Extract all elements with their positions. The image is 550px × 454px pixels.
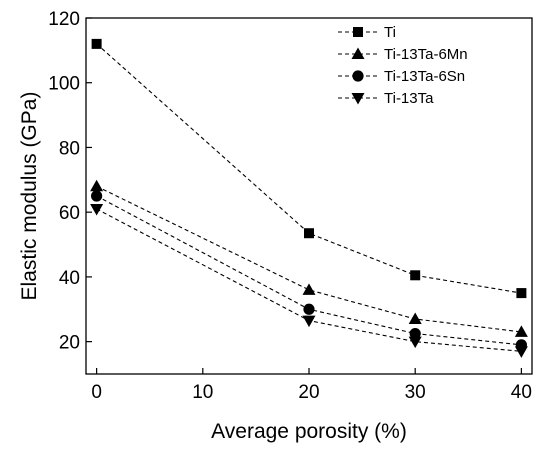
data-point-ti-13ta-6mn — [302, 283, 316, 295]
data-point-ti-13ta — [514, 346, 528, 358]
data-point-ti — [91, 38, 102, 49]
legend-item-ti-13ta-6sn: Ti-13Ta-6Sn — [338, 68, 465, 85]
legend-marker-ti — [353, 27, 363, 37]
data-point-ti — [304, 228, 314, 239]
series-line-ti — [96, 43, 522, 294]
legend-item-ti: Ti — [338, 24, 396, 41]
series-line-ti-13ta — [96, 208, 522, 352]
data-point-ti-13ta-6sn — [91, 190, 103, 202]
series-layer — [90, 38, 528, 358]
series-line-ti-13ta-6sn — [96, 195, 522, 346]
y-tick-label: 60 — [59, 203, 80, 224]
legend-label: Ti-13Ta-6Mn — [384, 46, 468, 63]
x-tick-label: 10 — [192, 382, 213, 403]
y-tick-label: 20 — [59, 333, 80, 354]
y-axis-title: Elastic modulus (GPa) — [18, 92, 41, 301]
data-point-ti-13ta — [302, 315, 316, 328]
series-line-ti-13ta-6mn — [96, 185, 522, 333]
x-tick-label: 0 — [91, 382, 102, 403]
x-tick-label: 40 — [511, 382, 532, 403]
series-ti-13ta-6mn — [90, 179, 528, 337]
y-tick-label: 120 — [48, 9, 80, 30]
legend-marker-ti-13ta-6mn — [351, 47, 365, 59]
legend-item-ti-13ta-6mn: Ti-13Ta-6Mn — [338, 46, 468, 63]
y-tick-label: 100 — [48, 74, 80, 95]
y-tick-label: 80 — [59, 138, 80, 159]
y-tick-label: 40 — [59, 268, 80, 289]
legend-marker-ti-13ta — [351, 93, 365, 105]
data-point-ti-13ta-6mn — [408, 312, 422, 324]
data-point-ti-13ta — [90, 203, 104, 216]
legend-label: Ti-13Ta — [384, 90, 434, 107]
series-ti-13ta-6sn — [91, 190, 527, 351]
x-tick-label: 20 — [298, 382, 319, 403]
legend-label: Ti-13Ta-6Sn — [384, 68, 465, 85]
data-point-ti — [516, 288, 527, 299]
data-point-ti-13ta-6sn — [303, 303, 315, 315]
legend: Ti Ti-13Ta-6Mn Ti-13Ta-6Sn Ti-13Ta — [338, 24, 468, 107]
series-ti-13ta — [90, 203, 528, 358]
x-tick-label: 30 — [405, 382, 426, 403]
data-point-ti-13ta-6mn — [514, 325, 528, 337]
legend-label: Ti — [384, 24, 396, 41]
data-point-ti — [410, 270, 421, 281]
legend-item-ti-13ta: Ti-13Ta — [338, 90, 434, 107]
axis-ticks: 0 10 20 30 40 20 40 60 80 100 120 — [48, 9, 532, 403]
series-ti — [91, 38, 527, 299]
x-axis-title: Average porosity (%) — [211, 420, 407, 443]
data-point-ti-13ta — [408, 336, 422, 349]
data-point-ti-13ta-6mn — [90, 179, 104, 192]
legend-marker-ti-13ta-6sn — [352, 70, 364, 82]
data-point-ti-13ta-6sn — [409, 327, 421, 340]
